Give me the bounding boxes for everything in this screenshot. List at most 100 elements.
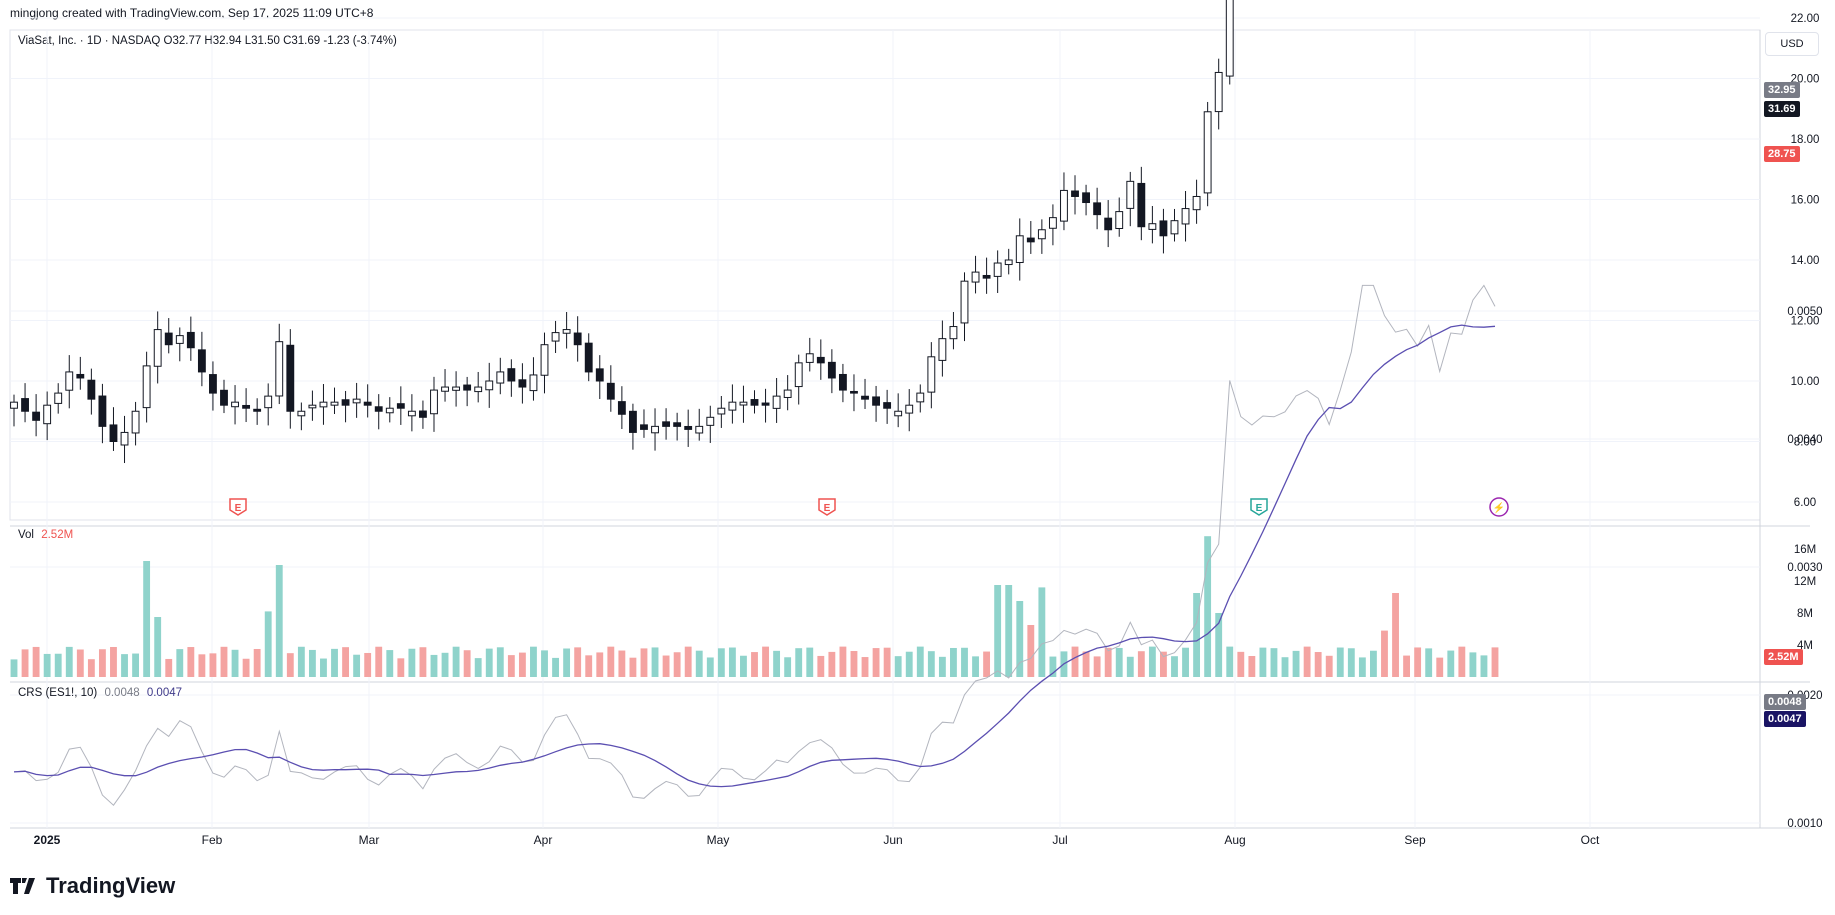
- volume-bar: [1016, 601, 1024, 677]
- volume-bar: [375, 646, 383, 677]
- candle-body: [982, 274, 991, 279]
- ohlc-values: O32.77 H32.94 L31.50 C31.69 -1.23 (-3.74…: [163, 35, 397, 47]
- volume-label: Vol: [18, 529, 34, 541]
- candle-body: [242, 404, 251, 409]
- volume-bar: [1458, 646, 1466, 677]
- candle-body: [1192, 195, 1201, 211]
- volume-bar: [54, 653, 62, 677]
- crs-value-1: 0.0048: [104, 687, 140, 699]
- candle-body: [938, 338, 947, 361]
- candle-body: [684, 425, 693, 430]
- currency-button[interactable]: USD: [1765, 32, 1819, 56]
- volume-bar: [198, 654, 206, 677]
- volume-bar: [1182, 647, 1189, 677]
- candle-body: [628, 410, 637, 433]
- tradingview-logo-icon: [10, 874, 40, 900]
- volume-bar: [629, 657, 637, 677]
- candle-body: [1060, 189, 1068, 222]
- candle-body: [617, 401, 626, 415]
- earnings-marker[interactable]: E: [1250, 498, 1268, 516]
- crs-tick-label: 0.0050: [1787, 306, 1822, 318]
- symbol-name[interactable]: ViaSat, Inc. · 1D · NASDAQ: [18, 35, 161, 47]
- volume-bars: [10, 536, 1499, 677]
- crs-tick-label: 0.0030: [1787, 562, 1822, 574]
- volume-bar: [1215, 613, 1223, 677]
- brand-name: TradingView: [46, 873, 176, 898]
- volume-bar: [994, 585, 1002, 677]
- volume-bar: [65, 646, 73, 677]
- candle-body: [1126, 180, 1135, 209]
- candle-body: [209, 374, 217, 394]
- candle-body: [750, 399, 759, 406]
- candle-body: [706, 416, 715, 426]
- dividend-marker[interactable]: ⚡: [1489, 497, 1509, 517]
- candle-body: [927, 356, 936, 393]
- volume-bar: [574, 647, 582, 677]
- price-tick-label: 6.00: [1794, 497, 1816, 509]
- earnings-marker[interactable]: E: [818, 498, 836, 516]
- candle-body: [131, 410, 140, 434]
- tradingview-brand[interactable]: TradingView: [10, 873, 175, 900]
- volume-bar: [1049, 656, 1057, 677]
- crs-label: CRS (ES1!, 10): [18, 687, 98, 699]
- earnings-icon: [1250, 498, 1268, 516]
- candle-body: [971, 271, 980, 283]
- volume-bar: [927, 651, 935, 677]
- earnings-marker[interactable]: E: [229, 498, 247, 516]
- candle-body: [739, 401, 748, 406]
- candle-body: [861, 395, 869, 400]
- volume-bar: [1115, 647, 1123, 677]
- candle-body: [54, 392, 63, 404]
- candle-body: [430, 389, 438, 415]
- earnings-icon: [229, 498, 247, 516]
- candle-body: [562, 329, 571, 334]
- volume-bar: [87, 659, 95, 677]
- time-tick-label: May: [707, 833, 730, 847]
- crs-tick-label: 0.0010: [1787, 818, 1822, 830]
- volume-bar: [607, 646, 615, 677]
- candle-body: [253, 408, 262, 412]
- time-tick-label: Mar: [359, 833, 380, 847]
- candle-body: [1225, 0, 1234, 77]
- volume-bar: [1171, 656, 1178, 677]
- candle-body: [496, 371, 505, 384]
- candle-body: [949, 326, 958, 340]
- candle-body: [319, 401, 328, 408]
- candle-body: [374, 406, 383, 412]
- candle-body: [264, 395, 273, 409]
- volume-bar: [883, 647, 891, 677]
- volume-bar: [1314, 652, 1322, 677]
- candle-body: [717, 407, 726, 415]
- candle-body: [507, 368, 516, 382]
- candle-body: [363, 401, 372, 406]
- volume-bar: [1381, 630, 1388, 677]
- candle-body: [1137, 182, 1146, 228]
- volume-bar: [1148, 646, 1156, 677]
- chart-credit: mingjong created with TradingView.com, S…: [10, 6, 374, 20]
- volume-bar: [1491, 647, 1499, 677]
- price-pane-frame: [9, 29, 1761, 521]
- candle-body: [1214, 71, 1223, 113]
- volume-bar: [1369, 650, 1377, 677]
- volume-value: 2.52M: [41, 529, 74, 541]
- candle-body: [794, 362, 803, 388]
- volume-bar: [21, 649, 29, 677]
- volume-bar: [143, 561, 151, 677]
- volume-bar: [1303, 646, 1311, 677]
- candle-body: [463, 384, 472, 391]
- candle-body: [452, 386, 461, 391]
- crs-tag-1: 0.0048: [1764, 694, 1806, 710]
- volume-bar: [563, 648, 571, 677]
- volume-bar: [1447, 650, 1455, 677]
- volume-bar: [1248, 655, 1256, 677]
- volume-bar: [441, 652, 449, 677]
- volume-bar: [1469, 652, 1477, 677]
- volume-bar: [1403, 655, 1411, 677]
- volume-bar: [961, 647, 968, 677]
- candle-body: [220, 389, 228, 406]
- candles: [10, 0, 1234, 464]
- candle-body: [1048, 217, 1057, 229]
- volume-bar: [342, 647, 349, 677]
- candle-body: [640, 424, 648, 430]
